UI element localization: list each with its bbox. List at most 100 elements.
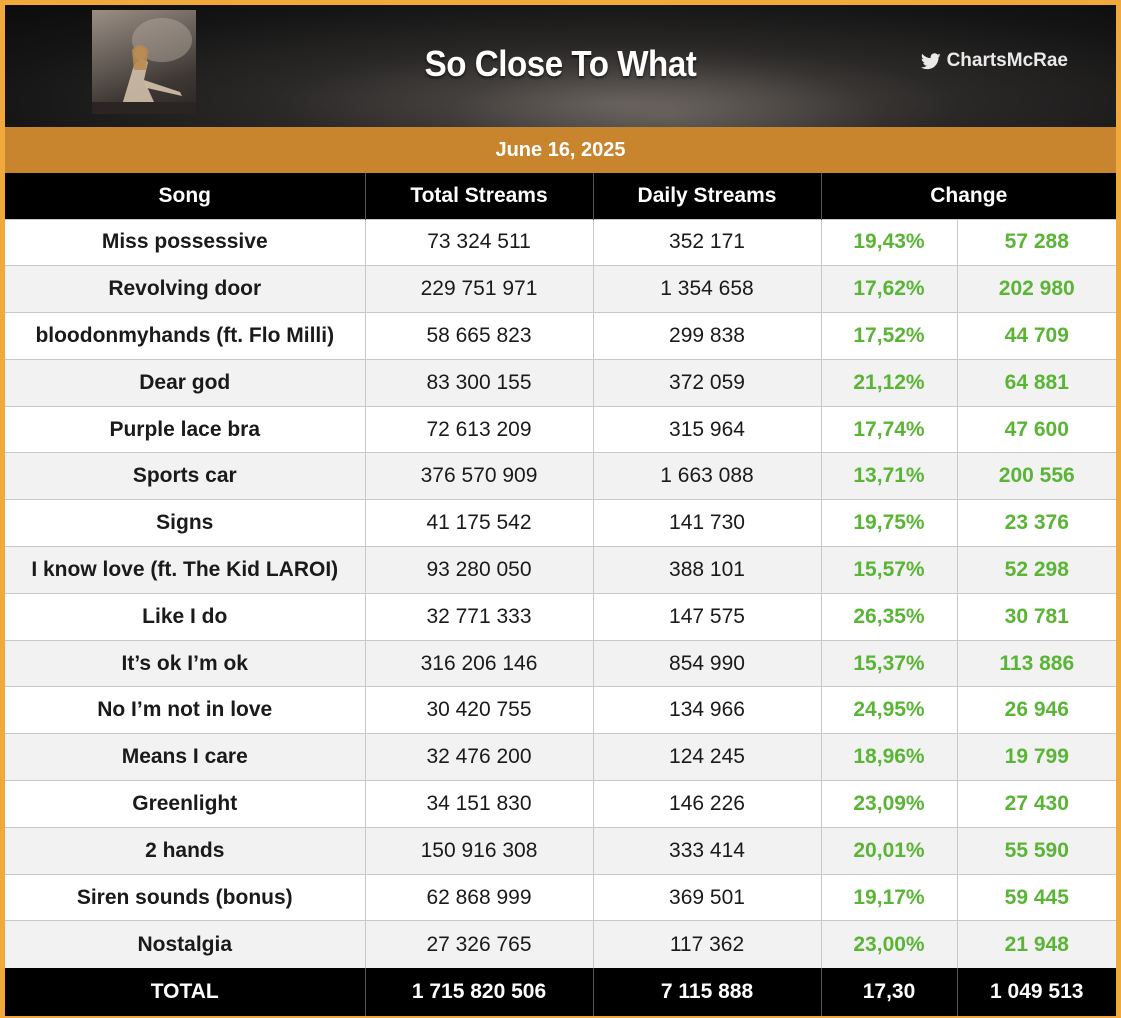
change-percent-cell: 21,12%	[820, 358, 957, 407]
table-row: bloodonmyhands (ft. Flo Milli) 58 665 823…	[5, 312, 1117, 360]
change-value-cell: 47 600	[956, 405, 1117, 453]
total-streams-cell: 27 326 765	[364, 920, 593, 968]
twitter-handle-text: ChartsMcRae	[946, 50, 1068, 71]
column-header-daily-streams: Daily Streams	[592, 173, 821, 219]
total-streams-cell: 73 324 511	[364, 218, 593, 266]
change-percent-cell: 23,09%	[820, 780, 957, 828]
change-percent-cell: 19,43%	[820, 218, 957, 266]
song-cell: Miss possessive	[5, 218, 365, 266]
table-body: Miss possessive 73 324 511 352 171 19,43% 57…	[5, 218, 1117, 968]
date-bar: June 16, 2025	[5, 127, 1116, 173]
total-streams-cell: 58 665 823	[364, 312, 593, 360]
daily-streams-cell: 134 966	[592, 686, 821, 734]
change-value-cell: 30 781	[956, 592, 1117, 641]
song-cell: Like I do	[5, 592, 365, 641]
table-row: Like I do 32 771 333 147 575 26,35% 30 781	[5, 592, 1117, 641]
change-percent-cell: 15,57%	[820, 546, 957, 594]
table-row: 2 hands 150 916 308 333 414 20,01% 55 590	[5, 826, 1117, 875]
daily-streams-cell: 854 990	[592, 639, 821, 687]
total-streams-cell: 150 916 308	[364, 826, 593, 875]
total-row: TOTAL 1 715 820 506 7 115 888 17,30 1 04…	[5, 967, 1117, 1016]
daily-streams-cell: 117 362	[592, 920, 821, 968]
daily-streams-cell: 333 414	[592, 826, 821, 875]
total-streams-cell: 376 570 909	[364, 452, 593, 500]
change-value-cell: 27 430	[956, 780, 1117, 828]
album-cover-image	[92, 10, 196, 114]
column-header-song: Song	[5, 173, 365, 219]
song-cell: Siren sounds (bonus)	[5, 873, 365, 921]
table-row: Purple lace bra 72 613 209 315 964 17,74% 47…	[5, 405, 1117, 453]
change-value-cell: 59 445	[956, 873, 1117, 921]
change-percent-cell: 13,71%	[820, 452, 957, 500]
table-row: No I’m not in love 30 420 755 134 966 24,95…	[5, 686, 1117, 734]
table-row: Revolving door 229 751 971 1 354 658 17,62%…	[5, 265, 1117, 313]
table-row: Signs 41 175 542 141 730 19,75% 23 376	[5, 499, 1117, 547]
change-percent-cell: 23,00%	[820, 920, 957, 968]
twitter-bird-icon	[920, 52, 941, 70]
song-cell: 2 hands	[5, 826, 365, 875]
change-value-cell: 26 946	[956, 686, 1117, 734]
daily-streams-sum: 7 115 888	[592, 967, 821, 1016]
daily-streams-cell: 352 171	[592, 218, 821, 266]
daily-streams-cell: 372 059	[592, 358, 821, 407]
change-percent-cell: 19,17%	[820, 873, 957, 921]
table-header-row: Song Total Streams Daily Streams Change	[5, 173, 1117, 219]
change-value-cell: 52 298	[956, 546, 1117, 594]
song-cell: Means I care	[5, 733, 365, 781]
table-row: Miss possessive 73 324 511 352 171 19,43% 57…	[5, 218, 1117, 266]
table-row: Means I care 32 476 200 124 245 18,96% 19 79…	[5, 733, 1117, 781]
change-percent-cell: 17,74%	[820, 405, 957, 453]
song-cell: Dear god	[5, 358, 365, 407]
total-streams-cell: 93 280 050	[364, 546, 593, 594]
column-header-change: Change	[820, 173, 1117, 219]
song-cell: I know love (ft. The Kid LAROI)	[5, 546, 365, 594]
banner: So Close To What ChartsMcRae	[5, 5, 1116, 127]
streams-table: Song Total Streams Daily Streams Change …	[5, 173, 1117, 1016]
song-cell: It’s ok I’m ok	[5, 639, 365, 687]
total-streams-cell: 41 175 542	[364, 499, 593, 547]
table-row: I know love (ft. The Kid LAROI) 93 280 05…	[5, 546, 1117, 594]
daily-streams-cell: 147 575	[592, 592, 821, 641]
daily-streams-cell: 1 354 658	[592, 265, 821, 313]
total-streams-cell: 72 613 209	[364, 405, 593, 453]
total-streams-cell: 83 300 155	[364, 358, 593, 407]
change-value-cell: 21 948	[956, 920, 1117, 968]
table-row: Dear god 83 300 155 372 059 21,12% 64 881	[5, 358, 1117, 407]
table-row: Nostalgia 27 326 765 117 362 23,00% 21 948	[5, 920, 1117, 968]
page-title: So Close To What	[424, 43, 697, 84]
total-streams-cell: 32 771 333	[364, 592, 593, 641]
table-row: Sports car 376 570 909 1 663 088 13,71% 200 …	[5, 452, 1117, 500]
daily-streams-cell: 315 964	[592, 405, 821, 453]
total-streams-cell: 30 420 755	[364, 686, 593, 734]
daily-streams-cell: 299 838	[592, 312, 821, 360]
change-value-cell: 64 881	[956, 358, 1117, 407]
total-streams-cell: 34 151 830	[364, 780, 593, 828]
daily-streams-cell: 369 501	[592, 873, 821, 921]
total-streams-cell: 316 206 146	[364, 639, 593, 687]
daily-streams-cell: 124 245	[592, 733, 821, 781]
song-cell: Signs	[5, 499, 365, 547]
twitter-handle: ChartsMcRae	[920, 50, 1068, 72]
total-change-value: 1 049 513	[956, 967, 1117, 1016]
column-header-total-streams: Total Streams	[364, 173, 593, 219]
table-row: Siren sounds (bonus) 62 868 999 369 501 19,…	[5, 873, 1117, 921]
change-percent-cell: 18,96%	[820, 733, 957, 781]
change-percent-cell: 19,75%	[820, 499, 957, 547]
song-cell: Greenlight	[5, 780, 365, 828]
total-streams-cell: 62 868 999	[364, 873, 593, 921]
total-change-percent: 17,30	[820, 967, 957, 1016]
change-value-cell: 44 709	[956, 312, 1117, 360]
song-cell: Revolving door	[5, 265, 365, 313]
daily-streams-cell: 146 226	[592, 780, 821, 828]
daily-streams-cell: 388 101	[592, 546, 821, 594]
total-label: TOTAL	[5, 967, 365, 1016]
table-row: It’s ok I’m ok 316 206 146 854 990 15,37% 11…	[5, 639, 1117, 687]
daily-streams-cell: 1 663 088	[592, 452, 821, 500]
total-streams-cell: 32 476 200	[364, 733, 593, 781]
change-value-cell: 202 980	[956, 265, 1117, 313]
total-streams-cell: 229 751 971	[364, 265, 593, 313]
change-percent-cell: 17,62%	[820, 265, 957, 313]
change-value-cell: 23 376	[956, 499, 1117, 547]
chart-date: June 16, 2025	[495, 138, 626, 161]
change-value-cell: 57 288	[956, 218, 1117, 266]
